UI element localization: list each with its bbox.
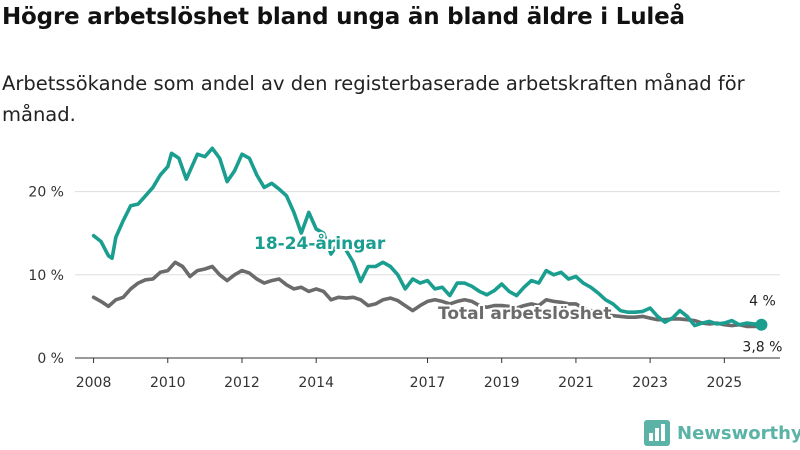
brand-name: Newsworthy [677,422,800,444]
chart-subtitle: Arbetssökande som andel av den registerb… [2,72,745,126]
series-line-total [91,260,764,329]
x-tick-label: 2021 [558,375,594,391]
x-tick-label: 2023 [632,375,668,391]
series-lines [91,146,768,331]
y-tick-label: 0 % [37,351,64,367]
x-tick-label: 2019 [484,375,520,391]
x-tick-label: 2017 [410,375,446,391]
series-line-young [91,146,764,328]
end-label-total: 3,8 % [742,339,782,355]
y-tick-label: 20 % [28,185,64,201]
x-tick-label: 2025 [707,375,743,391]
chart-bars-icon [644,420,670,446]
end-point-young [755,318,768,331]
y-tick-label: 10 % [28,268,64,284]
x-tick-label: 2012 [224,375,260,391]
end-label-young: 4 % [749,294,776,310]
newsworthy-logo: Newsworthy [644,418,800,448]
series-label-total: Total arbetslöshet [438,304,612,324]
x-tick-label: 2014 [298,375,334,391]
series-labels: 18-24-åringar Total arbetslöshet 4 % 3,8… [252,230,784,357]
x-tick-label: 2010 [150,375,186,391]
series-label-young: 18-24-åringar [254,232,386,254]
chart-title: Högre arbetslöshet bland unga än bland ä… [2,4,685,30]
x-axis-ticks: 2008 2010 2012 2014 2017 2019 2021 2023 2025 [76,358,742,391]
grid-lines [75,191,780,276]
y-axis-ticks: 0 % 10 % 20 % [28,185,64,367]
x-tick-label: 2008 [76,375,112,391]
